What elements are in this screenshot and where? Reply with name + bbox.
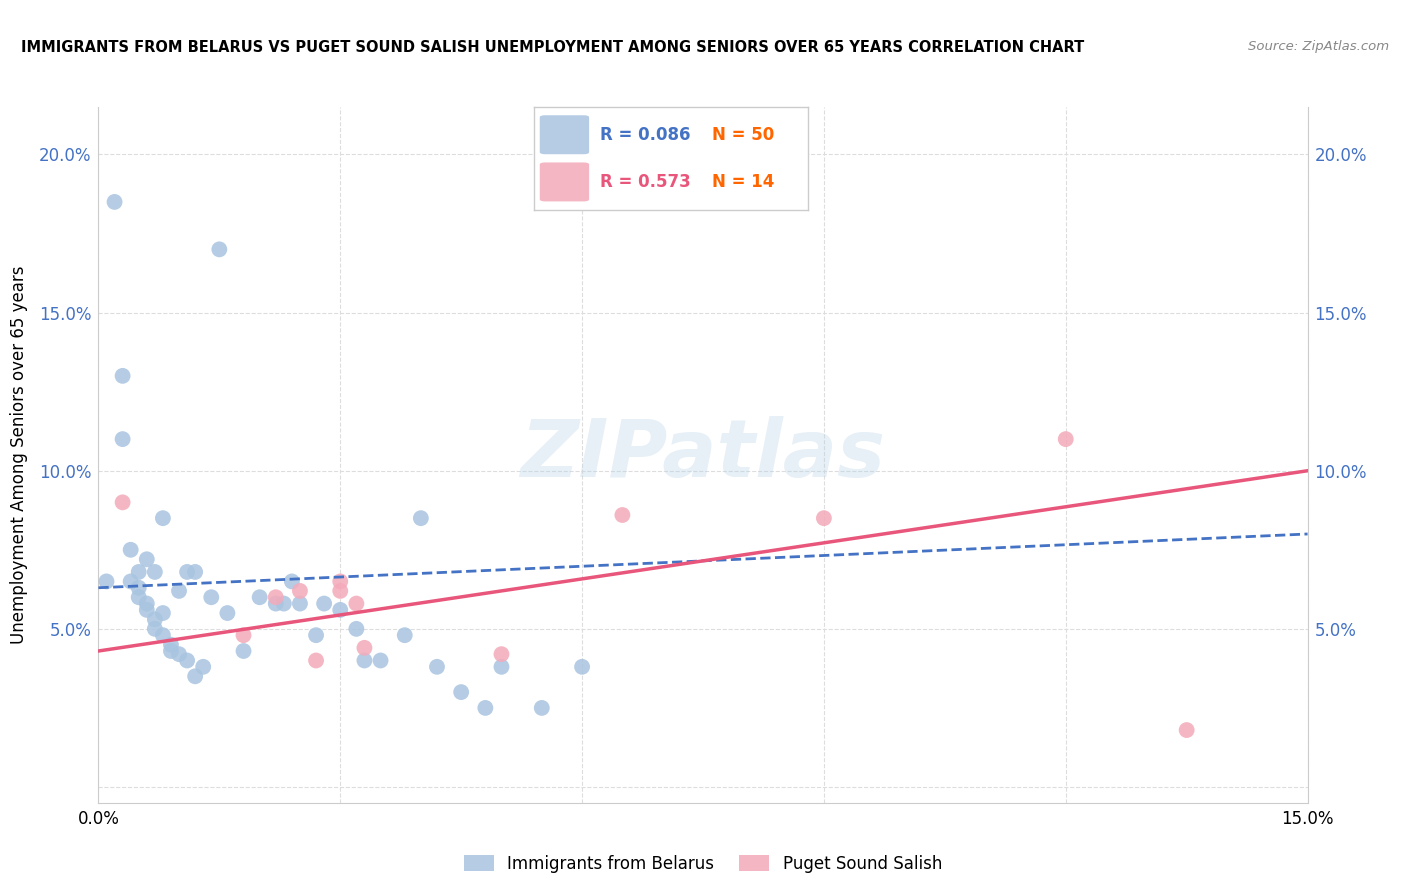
Point xyxy=(120,574,142,589)
Point xyxy=(111,432,134,446)
FancyBboxPatch shape xyxy=(540,115,589,154)
Point xyxy=(128,565,150,579)
Point xyxy=(103,194,125,209)
Point xyxy=(200,591,222,605)
Point xyxy=(111,495,134,509)
Point xyxy=(288,583,311,598)
Legend: Immigrants from Belarus, Puget Sound Salish: Immigrants from Belarus, Puget Sound Sal… xyxy=(457,848,949,880)
Point xyxy=(128,581,150,595)
Point xyxy=(232,644,254,658)
Point xyxy=(143,612,166,626)
Point xyxy=(409,511,432,525)
Point xyxy=(571,660,593,674)
Point xyxy=(305,628,328,642)
Point xyxy=(160,644,183,658)
Point xyxy=(491,660,513,674)
Point xyxy=(143,622,166,636)
Point xyxy=(176,565,198,579)
Point xyxy=(232,628,254,642)
Point xyxy=(167,647,190,661)
Point xyxy=(135,603,157,617)
Point xyxy=(474,701,496,715)
Point xyxy=(612,508,634,522)
Point xyxy=(1175,723,1198,737)
Point xyxy=(208,243,231,257)
Point xyxy=(288,597,311,611)
Point xyxy=(370,653,392,667)
Point xyxy=(344,622,367,636)
Point xyxy=(353,653,375,667)
Point xyxy=(167,583,190,598)
Y-axis label: Unemployment Among Seniors over 65 years: Unemployment Among Seniors over 65 years xyxy=(10,266,28,644)
Point xyxy=(152,511,174,525)
Point xyxy=(450,685,472,699)
Point xyxy=(184,565,207,579)
Point xyxy=(329,603,352,617)
Point xyxy=(305,653,328,667)
Point xyxy=(184,669,207,683)
Point xyxy=(344,597,367,611)
Point xyxy=(135,597,157,611)
Point xyxy=(152,628,174,642)
Point xyxy=(111,368,134,383)
Point xyxy=(530,701,553,715)
Point xyxy=(249,591,271,605)
Point xyxy=(281,574,304,589)
Point xyxy=(152,606,174,620)
Point xyxy=(193,660,215,674)
Point xyxy=(264,597,287,611)
Point xyxy=(813,511,835,525)
Text: Source: ZipAtlas.com: Source: ZipAtlas.com xyxy=(1249,40,1389,54)
Text: ZIPatlas: ZIPatlas xyxy=(520,416,886,494)
FancyBboxPatch shape xyxy=(540,162,589,202)
Point xyxy=(135,552,157,566)
Point xyxy=(273,597,295,611)
Point xyxy=(120,542,142,557)
Point xyxy=(426,660,449,674)
Text: R = 0.086: R = 0.086 xyxy=(600,126,690,144)
Point xyxy=(329,574,352,589)
Point xyxy=(176,653,198,667)
Text: IMMIGRANTS FROM BELARUS VS PUGET SOUND SALISH UNEMPLOYMENT AMONG SENIORS OVER 65: IMMIGRANTS FROM BELARUS VS PUGET SOUND S… xyxy=(21,40,1084,55)
Text: R = 0.573: R = 0.573 xyxy=(600,173,690,191)
Point xyxy=(128,591,150,605)
Point xyxy=(1054,432,1077,446)
Point xyxy=(264,591,287,605)
Point xyxy=(491,647,513,661)
Point xyxy=(96,574,118,589)
Point xyxy=(143,565,166,579)
Point xyxy=(394,628,416,642)
Point xyxy=(353,640,375,655)
Point xyxy=(217,606,239,620)
Text: N = 14: N = 14 xyxy=(713,173,775,191)
Text: N = 50: N = 50 xyxy=(713,126,775,144)
Point xyxy=(329,583,352,598)
Point xyxy=(160,638,183,652)
Point xyxy=(314,597,336,611)
